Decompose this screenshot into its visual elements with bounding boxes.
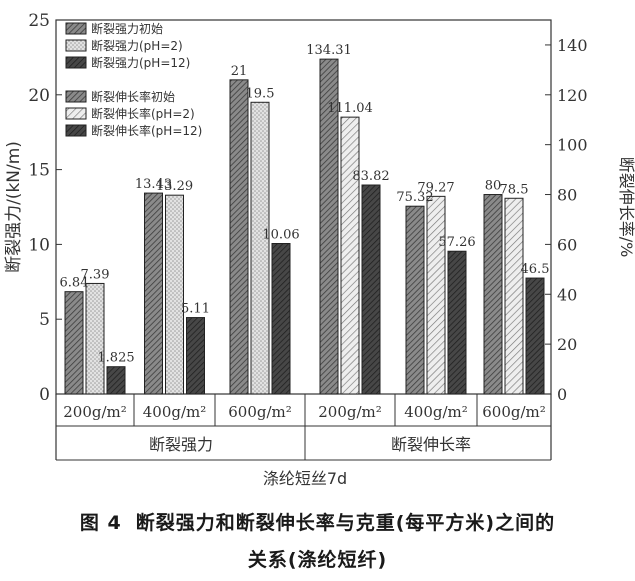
bar <box>447 250 467 395</box>
bar <box>144 192 163 395</box>
bar <box>405 205 425 395</box>
legend-label: 断裂伸长率(pH=2) <box>91 106 195 121</box>
legend-label: 断裂强力(pH=12) <box>91 55 190 70</box>
category-labels: 200g/m² 400g/m² 600g/m² 200g/m² 400g/m² 600g/… <box>63 403 546 421</box>
figure-caption-line1: 图 4 断裂强力和断裂伸长率与克重(每平方米)之间的 <box>0 508 635 535</box>
bar <box>426 195 446 395</box>
legend-label: 断裂伸长率(pH=12) <box>91 123 202 138</box>
bar-value-label: 111.04 <box>327 101 373 116</box>
bar <box>106 366 126 395</box>
legend-swatch <box>65 124 87 137</box>
bar <box>85 282 105 395</box>
y-right-tick-label: 80 <box>557 186 577 205</box>
bar <box>229 79 249 395</box>
legend-label: 断裂强力初始 <box>91 21 163 36</box>
bar <box>504 197 524 395</box>
bar <box>340 116 360 395</box>
plot-frame <box>55 19 552 395</box>
y-left-label: 断裂强力/(kN/m) <box>4 141 24 273</box>
y-left-tick-label: 25 <box>28 11 50 31</box>
y-left-tick-label: 20 <box>28 86 50 106</box>
bar-value-label: 1.825 <box>97 351 134 366</box>
bar-value-label: 7.39 <box>81 267 110 282</box>
y-right-tick-label: 20 <box>557 335 577 354</box>
y-right-tick-label: 60 <box>557 235 577 254</box>
legend-swatch <box>65 107 87 120</box>
category-label: 600g/m² <box>482 403 546 421</box>
y-right-tick-label: 0 <box>557 385 567 404</box>
y-right-tick-label: 120 <box>557 86 588 105</box>
category-label: 200g/m² <box>63 403 127 421</box>
y-right-tick-label: 140 <box>557 36 588 55</box>
category-label: 200g/m² <box>318 403 382 421</box>
bar <box>361 184 381 395</box>
category-label: 400g/m² <box>143 403 207 421</box>
group-label-strength: 断裂强力 <box>149 435 213 454</box>
bar <box>186 317 205 395</box>
bar-value-label: 57.26 <box>438 235 475 250</box>
chart: 断裂强力/(kN/m) 断裂伸长率/% 0 5 10 15 20 25 0 20 40 60 80… <box>4 11 635 488</box>
y-left-tick-label: 5 <box>39 310 50 330</box>
figure-caption-line2: 关系(涤纶短纤) <box>0 545 635 572</box>
y-left-tick-label: 0 <box>39 385 50 405</box>
legend-swatch <box>65 39 87 52</box>
bar <box>525 277 545 395</box>
legend-label: 断裂伸长率初始 <box>91 89 175 104</box>
caption-text-1: 断裂强力和断裂伸长率与克重(每平方米)之间的 <box>135 512 556 534</box>
bar-value-label: 75.32 <box>396 190 433 205</box>
category-label: 400g/m² <box>404 403 468 421</box>
y-left-axis: 0 5 10 15 20 25 <box>28 11 62 405</box>
legend-label: 断裂强力(pH=2) <box>91 38 183 53</box>
bar-value-label: 13.29 <box>156 179 193 194</box>
category-table <box>55 394 552 461</box>
bar <box>64 291 84 395</box>
bar-value-label: 5.11 <box>181 302 210 317</box>
y-left-tick-label: 15 <box>28 161 50 181</box>
y-left-tick-label: 10 <box>28 235 50 255</box>
caption-text-2: 关系(涤纶短纤) <box>247 549 388 571</box>
bar <box>271 243 291 395</box>
y-right-tick-label: 40 <box>557 285 577 304</box>
bar-value-label: 10.06 <box>262 228 299 243</box>
bar <box>250 101 270 395</box>
bars <box>64 58 545 395</box>
x-axis-label: 涤纶短丝7d <box>263 469 347 488</box>
bar-value-label: 79.27 <box>417 180 454 195</box>
bar-value-label: 46.5 <box>521 262 550 277</box>
figure-number: 图 4 <box>79 512 122 534</box>
bar-value-label: 13.43 <box>135 177 172 192</box>
bar-value-label: 6.84 <box>60 276 89 291</box>
bar <box>165 194 184 395</box>
bar-value-label: 78.5 <box>500 182 529 197</box>
bar <box>483 194 503 395</box>
bar-value-label: 21 <box>231 64 248 79</box>
bar <box>319 58 339 395</box>
bar-value-label: 83.82 <box>352 169 389 184</box>
group-label-elongation: 断裂伸长率 <box>391 435 471 454</box>
legend-swatch <box>65 56 87 69</box>
bar-value-label: 134.31 <box>306 43 352 58</box>
legend-swatch <box>65 90 87 103</box>
bar-value-label: 19.5 <box>246 86 275 101</box>
bar-value-label: 80 <box>485 179 502 194</box>
y-right-tick-label: 100 <box>557 136 588 155</box>
legend-swatch <box>65 22 87 35</box>
y-right-axis: 0 20 40 60 80 100 120 140 <box>545 36 588 404</box>
category-label: 600g/m² <box>228 403 292 421</box>
y-right-label: 断裂伸长率/% <box>617 157 635 258</box>
